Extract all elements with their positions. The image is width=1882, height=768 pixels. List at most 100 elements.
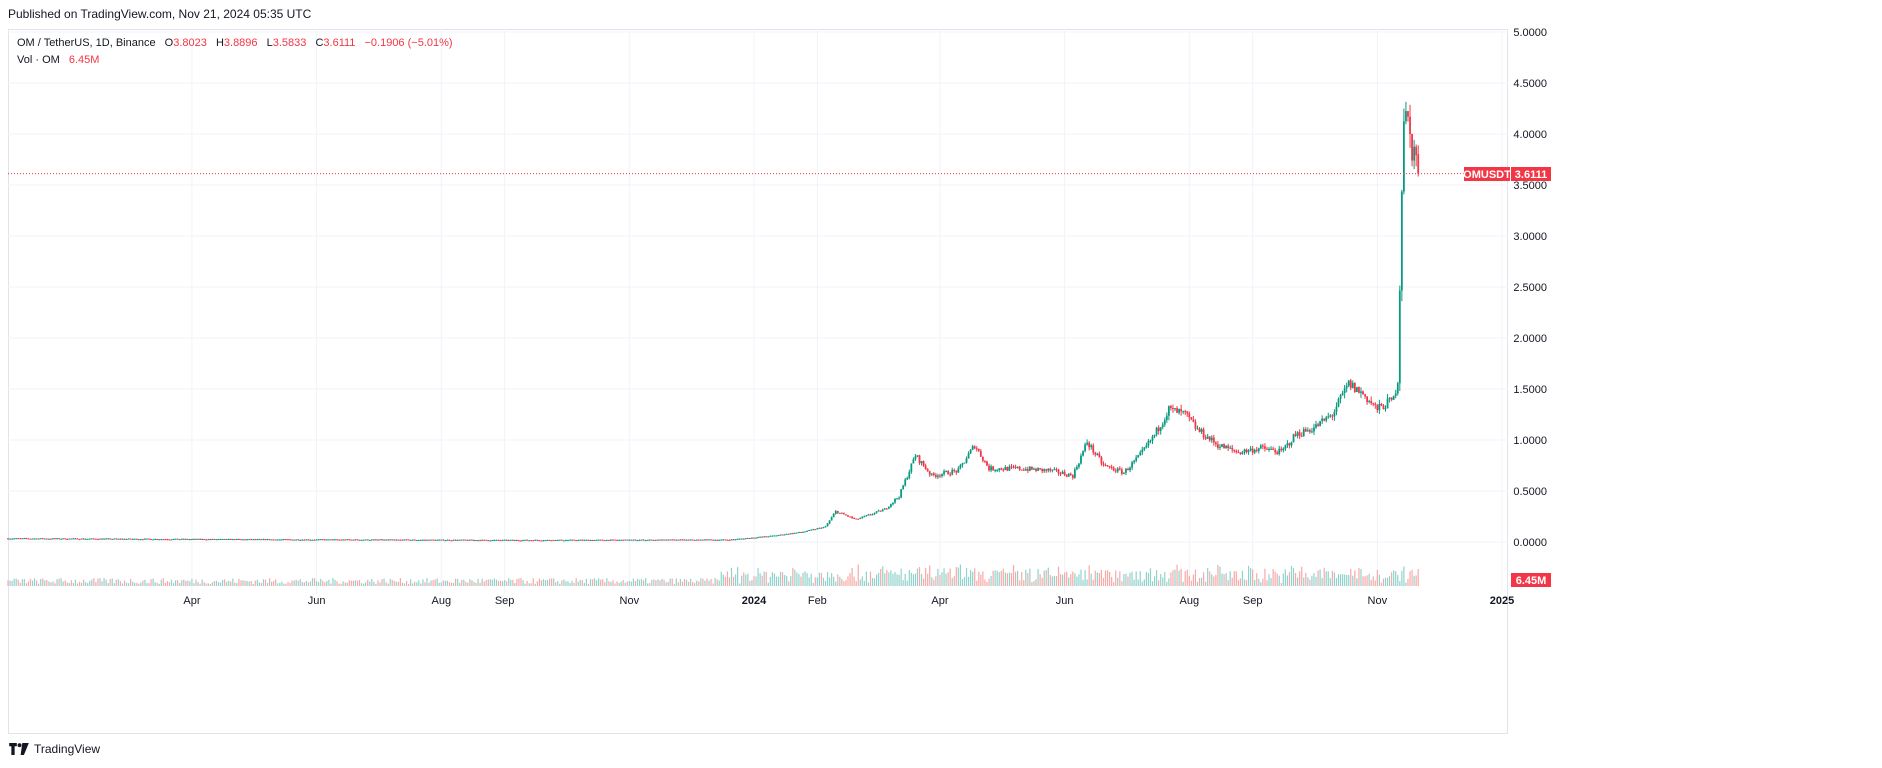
candle-body <box>456 539 459 541</box>
volume-bar <box>1235 571 1237 586</box>
volume-bar <box>1415 575 1417 586</box>
volume-bar <box>1352 575 1354 586</box>
volume-bar <box>687 581 690 586</box>
volume-bar <box>154 582 156 586</box>
volume-bar <box>436 578 438 586</box>
candle-body <box>452 539 455 541</box>
volume-bar <box>60 578 62 586</box>
candle-body <box>1033 468 1035 470</box>
candle-body <box>616 539 618 541</box>
legend-open: 3.8023 <box>173 37 207 49</box>
volume-bar <box>1337 574 1340 586</box>
candle-body <box>1317 424 1319 426</box>
candle-body <box>851 516 853 519</box>
volume-bar <box>665 582 667 586</box>
volume-bar <box>224 579 226 586</box>
volume-bar <box>452 582 455 586</box>
candle-body <box>881 509 884 512</box>
candle-body <box>260 539 263 541</box>
volume-bar <box>367 579 369 586</box>
volume-bar <box>74 579 77 586</box>
candle-body <box>820 527 823 529</box>
candle-body <box>1071 475 1074 478</box>
volume-bar <box>1294 573 1297 586</box>
candle-body <box>1151 436 1154 441</box>
candle-body <box>1153 434 1156 437</box>
volume-bar <box>414 581 416 586</box>
candle-body <box>1358 387 1360 393</box>
volume-bar <box>581 579 583 586</box>
volume-bar <box>1055 576 1058 586</box>
volume-bar <box>1125 573 1127 586</box>
candle-body <box>1366 396 1369 402</box>
volume-bar <box>215 580 218 586</box>
candle-body <box>892 502 894 505</box>
volume-bar <box>148 583 150 586</box>
candle-body <box>1120 469 1123 474</box>
candle-body <box>1341 393 1344 396</box>
candle-body <box>671 539 674 541</box>
volume-bar <box>1084 570 1086 586</box>
volume-bar <box>1372 576 1374 586</box>
volume-bar <box>845 580 847 586</box>
candle-body <box>802 531 804 533</box>
chart-frame[interactable] <box>8 29 1508 734</box>
volume-bar <box>546 579 549 586</box>
volume-bar <box>873 578 876 586</box>
candle-body <box>125 538 128 540</box>
candle-body <box>25 538 28 540</box>
candle-body <box>773 535 776 537</box>
candle-body <box>432 539 435 541</box>
volume-bar <box>291 580 293 586</box>
candle-body <box>1163 420 1166 425</box>
candle-body <box>1075 467 1078 470</box>
volume-bar <box>1219 566 1221 586</box>
y-tick-label: 3.0000 <box>1513 231 1547 243</box>
candle-body <box>628 539 631 541</box>
candle-body <box>485 539 488 541</box>
volume-bar <box>1386 577 1389 586</box>
candle-body <box>31 538 34 540</box>
candle-body <box>1333 411 1336 417</box>
volume-bar <box>375 583 377 586</box>
volume-bar <box>728 577 731 586</box>
candle-body <box>17 538 20 540</box>
candle-body <box>986 461 988 466</box>
candle-body <box>113 538 116 540</box>
volume-bar <box>31 580 34 586</box>
y-tick-label: 5.0000 <box>1513 27 1547 39</box>
volume-bar <box>1411 569 1413 586</box>
volume-bar <box>1008 572 1011 586</box>
candle-body <box>1286 443 1289 446</box>
candle-body <box>939 475 941 477</box>
candle-body <box>229 538 232 540</box>
volume-bar <box>943 568 945 586</box>
volume-bar <box>1391 572 1393 586</box>
candle-body <box>283 539 285 541</box>
candle-body <box>1159 427 1162 432</box>
volume-bar <box>140 582 142 586</box>
volume-bar <box>242 580 244 586</box>
volume-bar <box>277 583 279 586</box>
candle-body <box>493 539 496 541</box>
candle-body <box>442 539 445 541</box>
volume-bar <box>992 570 994 586</box>
candle-body <box>1059 473 1062 475</box>
candle-body <box>642 539 645 541</box>
candle-body <box>407 539 410 541</box>
volume-bar <box>604 582 606 586</box>
candle-body <box>1165 415 1168 421</box>
volume-bar <box>1004 572 1006 586</box>
candle-body <box>1047 468 1050 471</box>
volume-bar <box>612 580 614 586</box>
candle-body <box>483 539 486 541</box>
candle-body <box>959 464 962 469</box>
candle-body <box>1360 391 1362 393</box>
candle-body <box>317 539 320 541</box>
volume-bar <box>326 580 328 586</box>
candle-body <box>1255 449 1258 451</box>
candle-body <box>1396 383 1399 394</box>
candle-body <box>205 539 208 541</box>
volume-bar <box>254 580 256 586</box>
